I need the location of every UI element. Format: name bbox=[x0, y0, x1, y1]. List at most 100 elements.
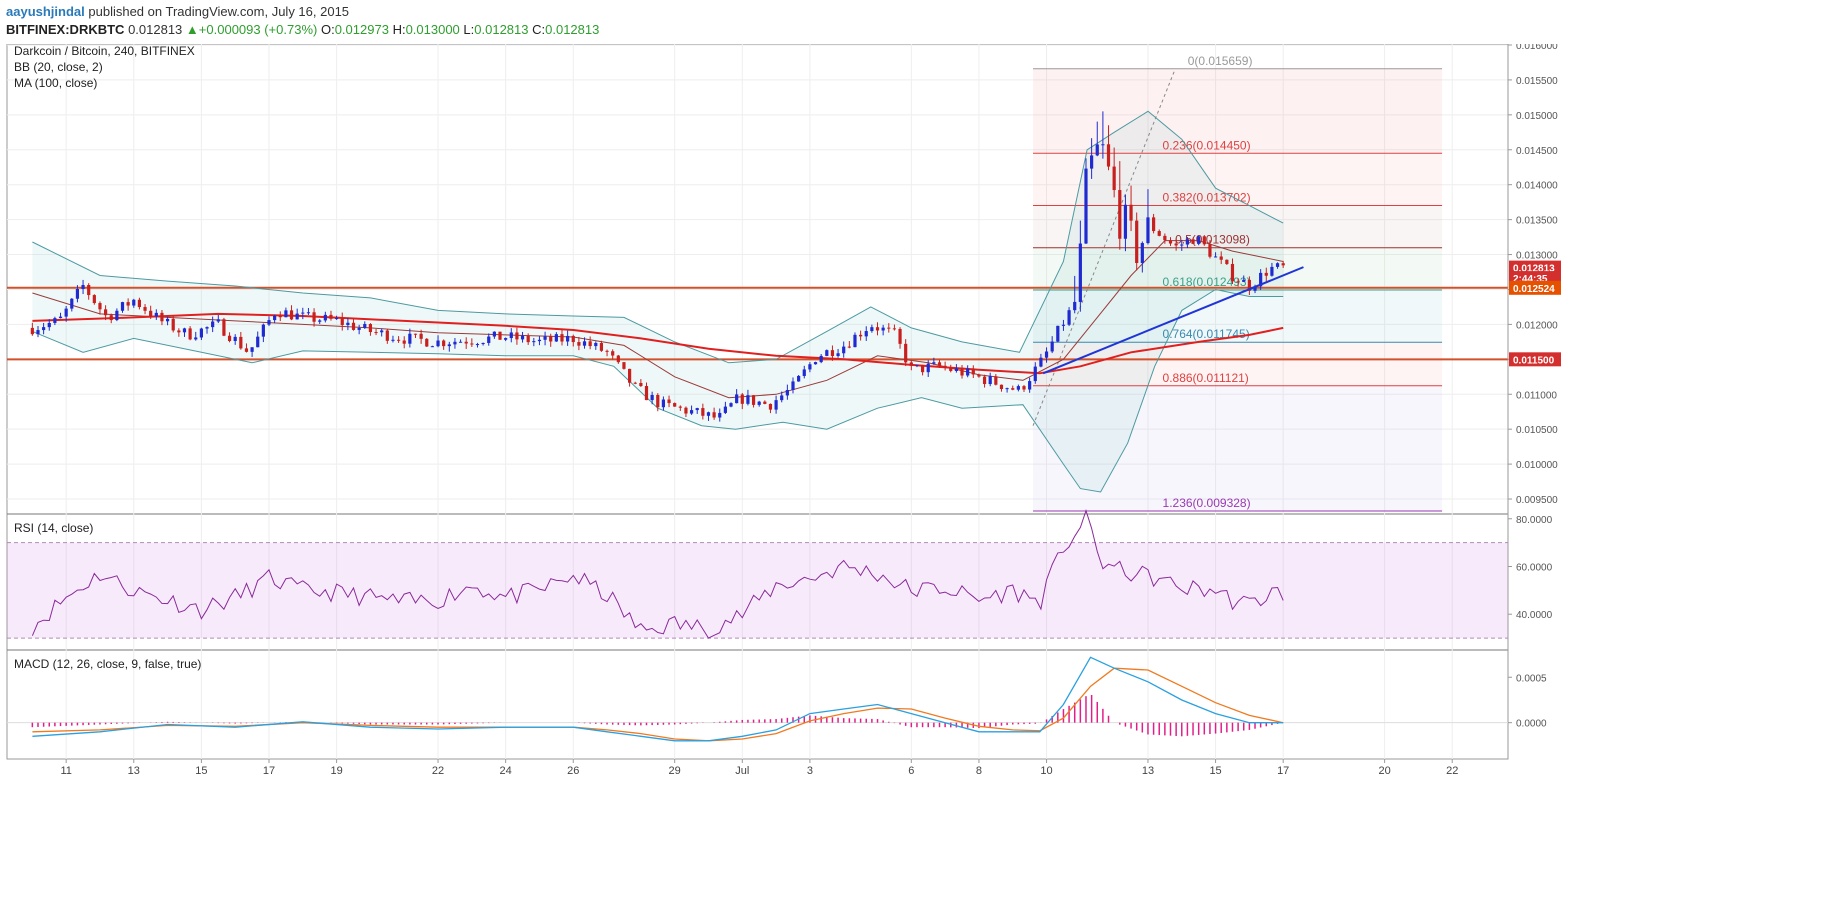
candle-body bbox=[1275, 263, 1280, 267]
indicator-legend: BB (20, close, 2) bbox=[14, 60, 103, 74]
candle-body bbox=[684, 407, 688, 414]
open-label: O: bbox=[320, 22, 335, 37]
candle-body bbox=[1202, 236, 1206, 245]
price-tag bbox=[1509, 280, 1561, 295]
candle-body bbox=[132, 299, 136, 306]
candle-body bbox=[487, 336, 491, 343]
candle-body bbox=[751, 395, 756, 405]
candle-body bbox=[137, 299, 142, 308]
candle-body bbox=[650, 394, 654, 401]
author-link[interactable]: aayushjindal bbox=[6, 4, 85, 19]
candle-body bbox=[256, 336, 260, 348]
fib-level-label: 0(0.015659) bbox=[1188, 54, 1253, 68]
candle-body bbox=[301, 312, 305, 314]
candle-body bbox=[149, 310, 153, 317]
candle-body bbox=[960, 368, 964, 376]
time-axis-label: 11 bbox=[60, 765, 71, 777]
price-axis-label: 0.014000 bbox=[1516, 181, 1558, 192]
fib-zone bbox=[1033, 289, 1443, 343]
candle-body bbox=[1016, 386, 1020, 390]
candle-body bbox=[104, 309, 108, 316]
candle-body bbox=[160, 312, 164, 322]
fib-level-label: 0.382(0.013702) bbox=[1163, 191, 1251, 205]
price-axis-label: 0.013000 bbox=[1516, 251, 1558, 262]
symbol-name: BITFINEX:DRKBTC bbox=[6, 22, 125, 37]
candle-body bbox=[819, 355, 823, 363]
candle-body bbox=[250, 347, 254, 352]
candle-body bbox=[949, 367, 953, 371]
time-axis-label: 8 bbox=[976, 765, 982, 777]
candle-body bbox=[458, 341, 463, 343]
candle-body bbox=[323, 314, 327, 321]
candle-body bbox=[295, 313, 299, 320]
candle-body bbox=[616, 355, 620, 363]
candle-body bbox=[909, 362, 913, 366]
candle-body bbox=[1259, 272, 1263, 287]
candle-body bbox=[594, 342, 598, 347]
macd-histogram-group bbox=[31, 694, 1279, 737]
candle-body bbox=[673, 403, 677, 407]
candle-body bbox=[1039, 357, 1043, 367]
candle-body bbox=[289, 310, 294, 320]
chart-canvas[interactable]: 0(0.015659) 0.236(0.014450) 0.382(0.013702… bbox=[0, 44, 1824, 907]
candle-body bbox=[425, 338, 429, 347]
fib-level-label: 0.764(0.011745) bbox=[1163, 327, 1250, 341]
candle-body bbox=[515, 332, 519, 340]
candle-body bbox=[977, 374, 981, 377]
price-axis-label: 0.014500 bbox=[1516, 146, 1558, 157]
candle-body bbox=[588, 341, 592, 347]
time-axis-label: 29 bbox=[669, 765, 681, 777]
candle-body bbox=[825, 350, 829, 356]
published-text: published on TradingView.com, July 16, 2… bbox=[88, 4, 350, 19]
macd-signal-line bbox=[32, 667, 1284, 742]
candle-body bbox=[1185, 239, 1190, 245]
candle-body bbox=[239, 336, 243, 349]
candle-body bbox=[312, 312, 316, 322]
candle-body bbox=[194, 337, 198, 340]
candle-body bbox=[560, 334, 564, 342]
candle-body bbox=[413, 333, 418, 335]
candle-body bbox=[1011, 388, 1015, 390]
candle-body bbox=[120, 302, 125, 311]
price-chart-title: Darkcoin / Bitcoin, 240, BITFINEX bbox=[14, 44, 195, 58]
candle-body bbox=[898, 328, 902, 344]
candle-body bbox=[887, 327, 891, 329]
candle-body bbox=[154, 312, 158, 317]
time-axis-label: 24 bbox=[500, 765, 512, 777]
candle-body bbox=[566, 335, 570, 342]
candle-body bbox=[1225, 259, 1229, 264]
candle-body bbox=[633, 382, 637, 384]
candle-body bbox=[859, 334, 863, 337]
indicator-legend: MA (100, close) bbox=[14, 76, 97, 90]
candle-body bbox=[284, 310, 288, 318]
fib-level-label: 0.886(0.011121) bbox=[1163, 371, 1249, 385]
candle-body bbox=[233, 336, 237, 342]
candle-body bbox=[785, 389, 789, 396]
candle-body bbox=[1270, 266, 1274, 276]
candle-body bbox=[408, 333, 412, 344]
candle-body bbox=[216, 319, 220, 322]
macd-title: MACD (12, 26, close, 9, false, true) bbox=[14, 657, 201, 671]
price-axis-label: 0.012000 bbox=[1516, 320, 1558, 331]
candle-body bbox=[712, 412, 716, 418]
candle-body bbox=[87, 285, 91, 296]
candle-body bbox=[453, 341, 457, 345]
candle-body bbox=[1112, 166, 1116, 191]
candle-body bbox=[622, 362, 626, 369]
candle-body bbox=[836, 353, 840, 356]
candle-body bbox=[340, 318, 344, 326]
candle-body bbox=[1168, 240, 1173, 244]
candle-body bbox=[109, 315, 113, 321]
candle-body bbox=[442, 340, 446, 347]
candle-body bbox=[436, 340, 440, 347]
candle-body bbox=[554, 334, 558, 342]
candle-body bbox=[419, 333, 423, 339]
candle-body bbox=[661, 399, 666, 408]
candle-body bbox=[768, 403, 773, 410]
candle-body bbox=[808, 364, 812, 370]
candle-body bbox=[763, 401, 767, 404]
candle-body bbox=[1247, 279, 1251, 291]
candle-body bbox=[706, 412, 711, 416]
candle-body bbox=[75, 288, 80, 299]
candle-body bbox=[244, 348, 249, 352]
